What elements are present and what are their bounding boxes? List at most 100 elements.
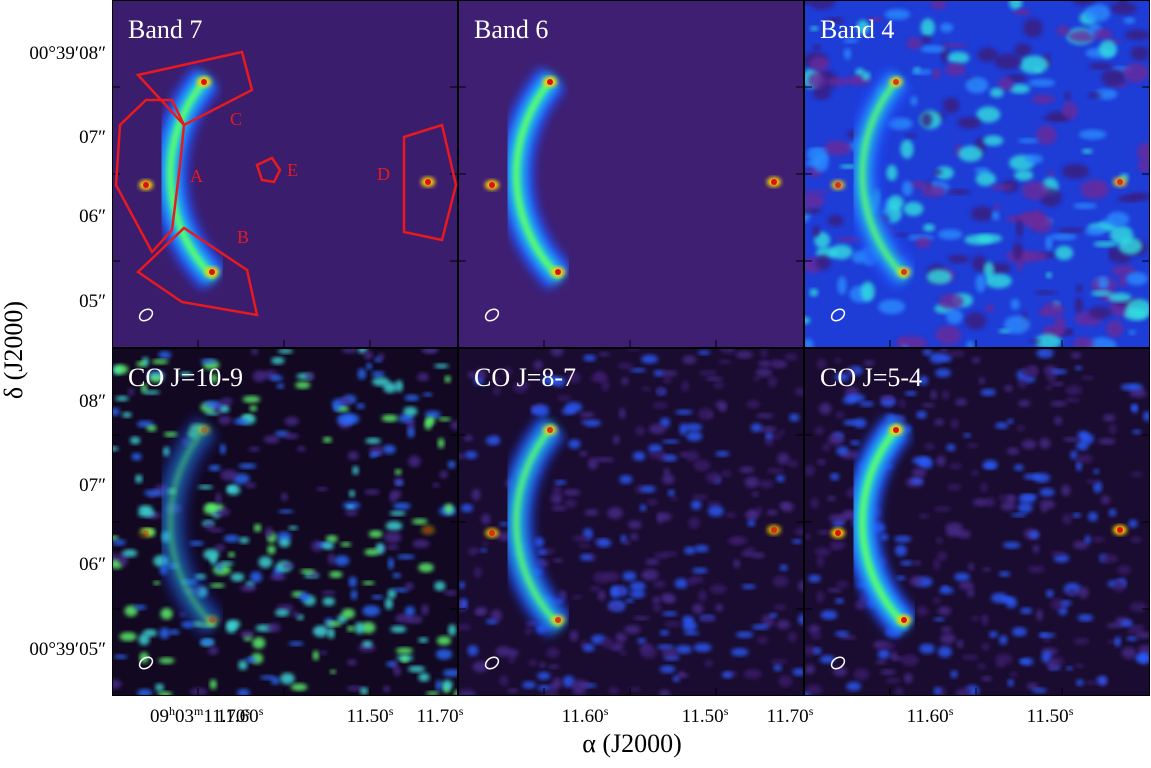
noise: [816, 590, 825, 603]
noise: [807, 72, 827, 89]
panel: CO J=10-9: [112, 348, 458, 696]
peak-core: [1117, 527, 1123, 533]
noise: [387, 588, 397, 599]
noise: [490, 609, 502, 622]
noise: [1126, 636, 1138, 642]
noise: [1090, 290, 1112, 297]
noise: [1136, 631, 1150, 639]
noise: [288, 525, 298, 531]
noise: [662, 454, 678, 462]
noise: [160, 608, 173, 620]
noise: [327, 627, 335, 639]
noise: [239, 536, 250, 544]
noise: [1039, 438, 1051, 449]
noise: [406, 615, 423, 624]
noise: [1084, 680, 1099, 685]
noise: [1010, 298, 1020, 310]
noise: [890, 651, 898, 661]
noise: [392, 587, 410, 593]
noise: [958, 581, 974, 590]
noise: [662, 474, 675, 485]
noise: [437, 438, 445, 449]
noise: [1042, 302, 1065, 318]
noise: [827, 77, 849, 87]
noise: [142, 390, 161, 395]
noise: [988, 630, 998, 638]
noise: [1019, 55, 1049, 74]
noise: [619, 407, 626, 419]
noise: [300, 569, 316, 574]
noise: [804, 664, 815, 675]
noise: [828, 433, 844, 446]
noise: [985, 273, 1012, 289]
noise: [1075, 284, 1083, 293]
noise: [534, 404, 550, 417]
noise: [660, 592, 675, 602]
noise: [227, 551, 236, 558]
noise: [900, 560, 913, 566]
noise: [875, 659, 887, 665]
noise: [1045, 589, 1054, 598]
noise: [1007, 679, 1014, 687]
noise: [1080, 179, 1109, 200]
noise: [291, 611, 300, 618]
noise: [727, 537, 743, 545]
panel-label: CO J=5-4: [820, 363, 922, 392]
noise: [1042, 116, 1069, 121]
noise: [313, 625, 329, 638]
noise: [552, 558, 564, 563]
noise: [197, 484, 214, 490]
noise: [1053, 316, 1066, 336]
noise: [392, 572, 401, 579]
panel: Band 6: [458, 0, 804, 348]
noise: [283, 433, 299, 440]
x-tick-part: m: [194, 704, 204, 718]
noise: [297, 446, 306, 452]
noise: [464, 450, 478, 459]
noise: [720, 470, 732, 478]
noise: [877, 648, 890, 660]
noise: [339, 397, 352, 405]
noise: [579, 553, 593, 561]
noise: [804, 189, 830, 195]
noise: [916, 410, 927, 419]
noise: [385, 544, 399, 550]
noise: [597, 589, 606, 601]
noise: [1077, 614, 1094, 622]
noise: [1000, 501, 1016, 511]
noise: [158, 351, 172, 359]
noise: [945, 522, 964, 533]
noise: [1075, 460, 1083, 472]
noise: [588, 457, 598, 470]
noise: [744, 476, 760, 488]
noise: [601, 637, 614, 649]
noise: [828, 514, 847, 522]
noise: [1034, 67, 1042, 73]
noise: [835, 411, 845, 419]
noise: [1093, 468, 1100, 475]
noise: [1020, 366, 1038, 378]
noise: [422, 392, 433, 397]
noise: [1054, 416, 1063, 425]
noise: [1101, 68, 1126, 87]
noise: [278, 509, 294, 514]
noise: [319, 650, 328, 655]
noise: [340, 542, 352, 547]
noise: [687, 578, 697, 586]
noise: [628, 520, 642, 529]
arc-core: [513, 424, 563, 629]
noise: [1014, 169, 1034, 181]
noise: [1075, 454, 1093, 464]
noise: [731, 648, 749, 657]
noise: [778, 675, 793, 688]
noise: [652, 402, 668, 409]
noise: [467, 645, 479, 656]
noise: [971, 255, 987, 272]
noise: [1032, 544, 1040, 554]
noise: [1002, 541, 1021, 549]
noise: [551, 376, 566, 387]
noise: [1021, 181, 1049, 200]
noise: [408, 455, 421, 468]
noise: [641, 386, 652, 392]
noise: [1064, 397, 1081, 403]
